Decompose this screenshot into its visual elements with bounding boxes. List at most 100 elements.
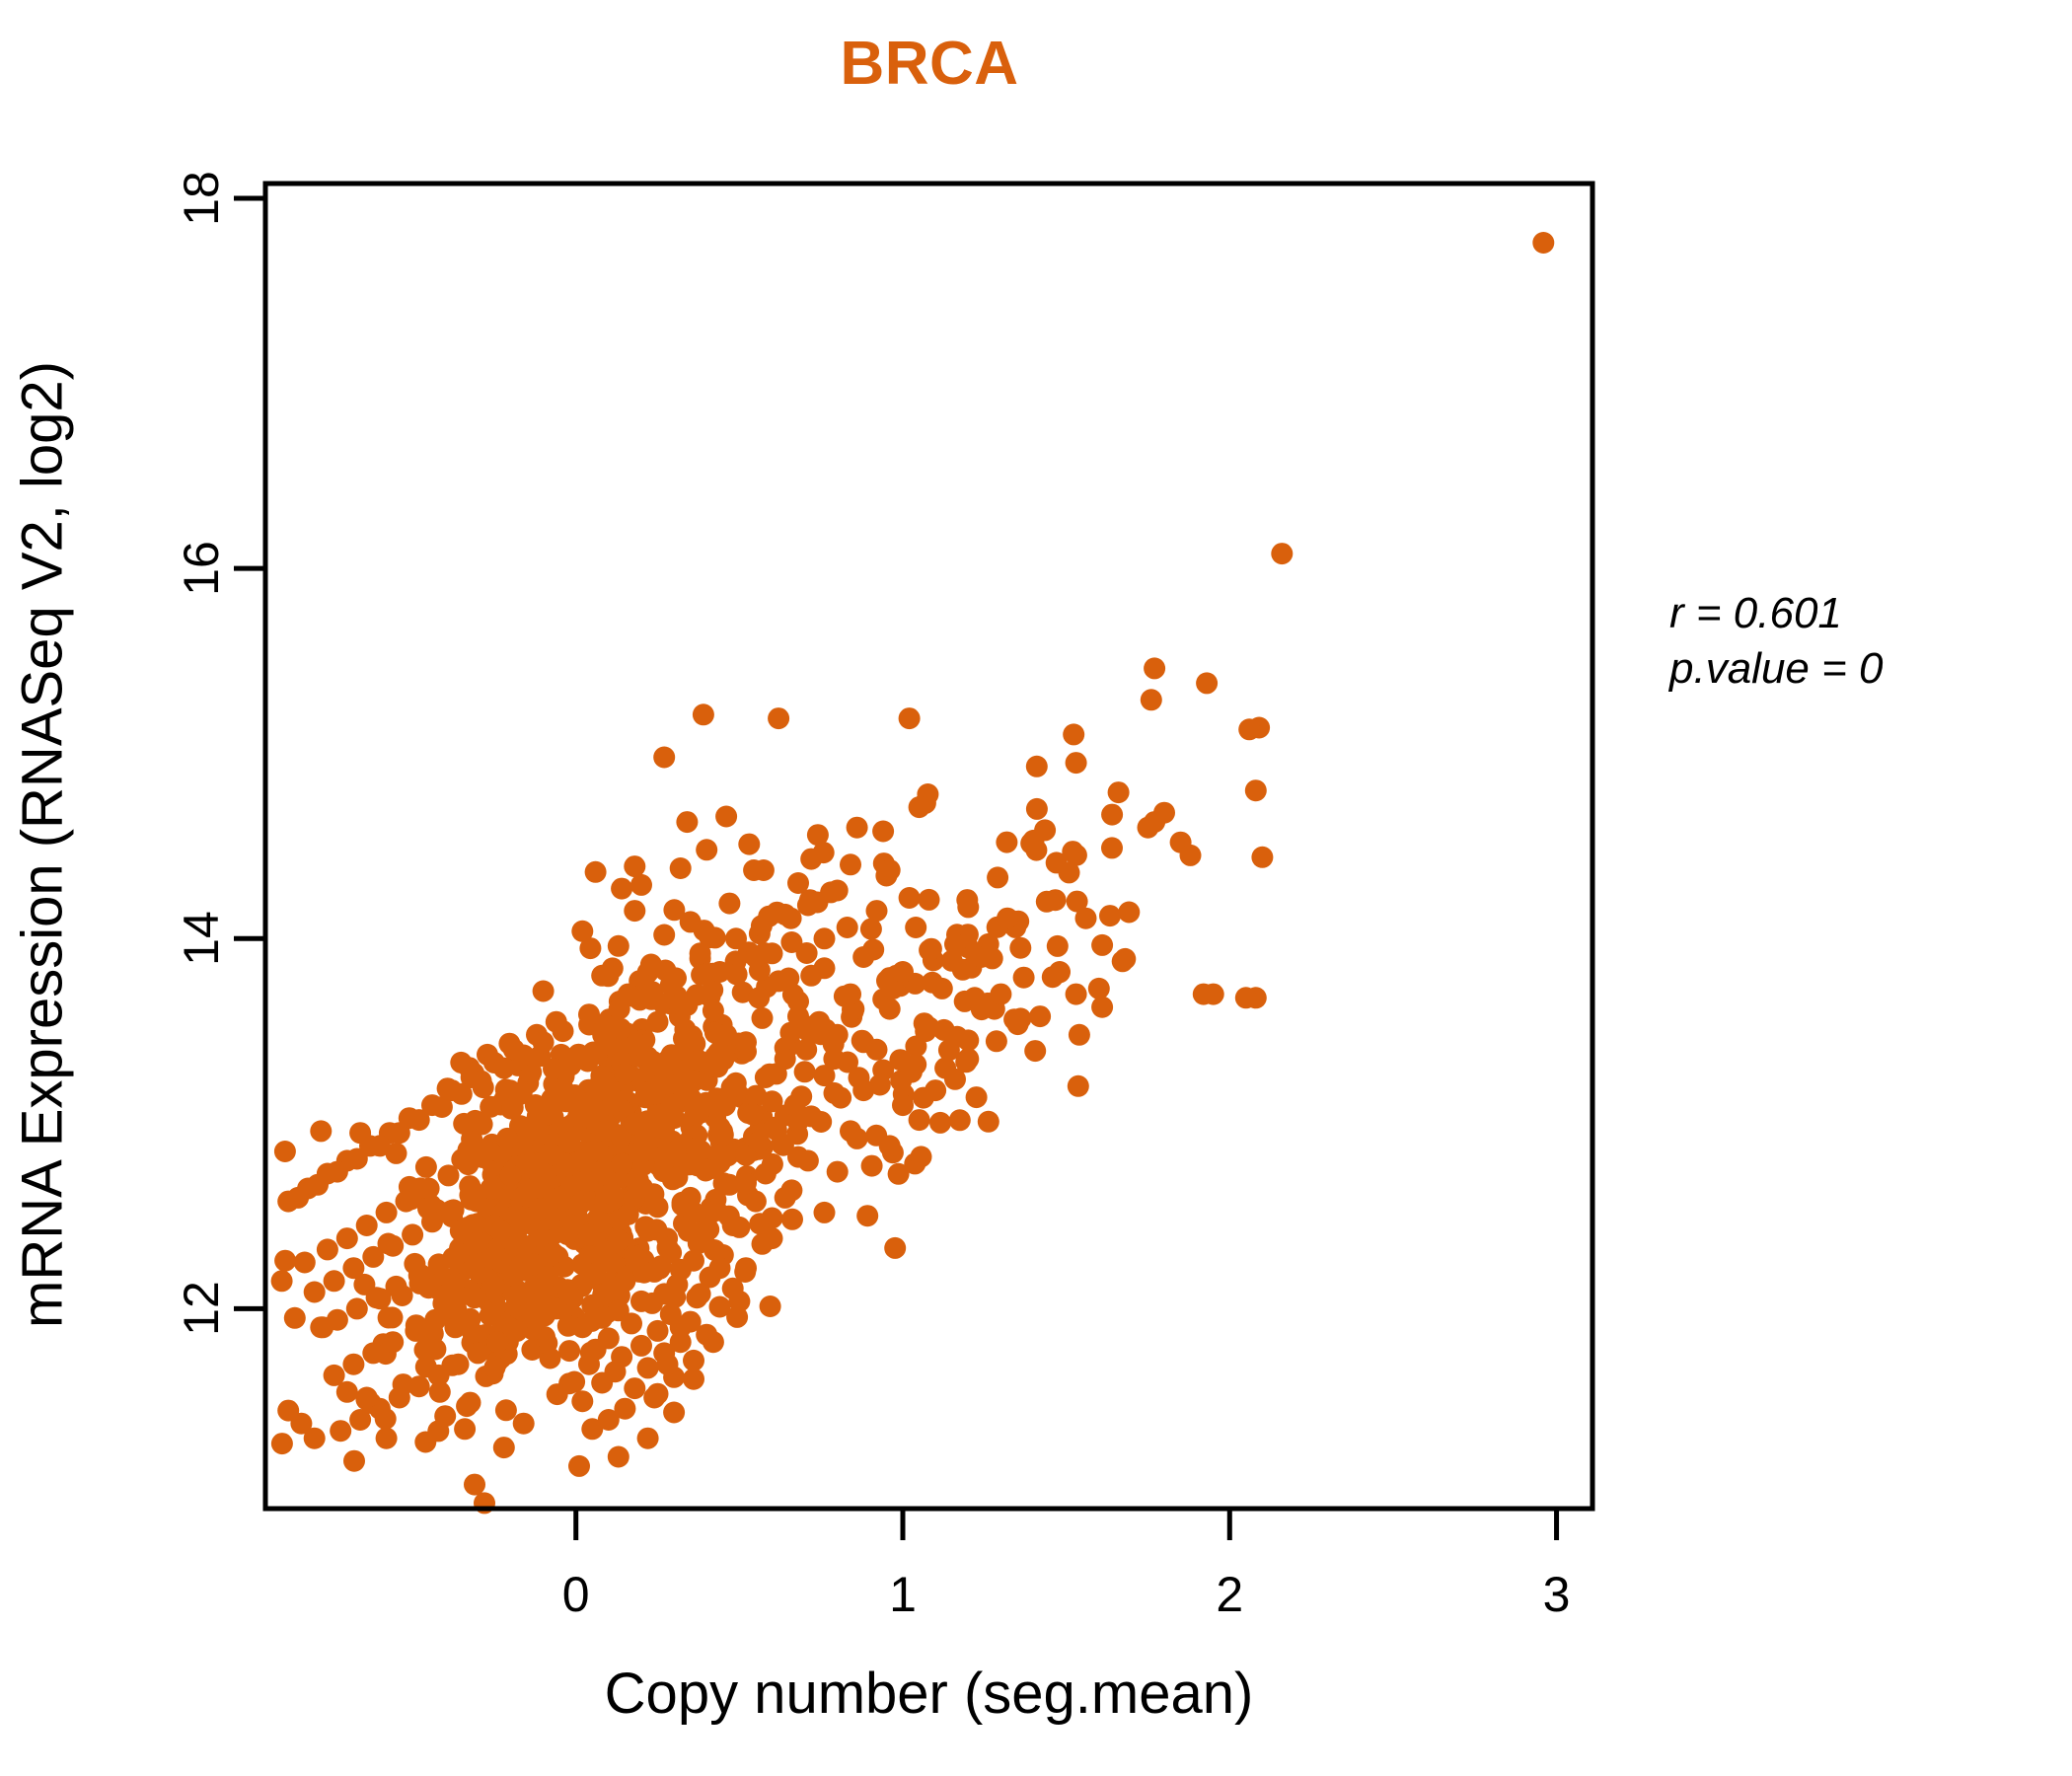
scatter-point [826, 1023, 849, 1046]
scatter-point [522, 1253, 545, 1276]
scatter-point [307, 1173, 329, 1196]
scatter-point [614, 1063, 636, 1085]
scatter-point [274, 1249, 297, 1272]
scatter-point [1137, 816, 1159, 839]
scatter-point [656, 1236, 679, 1259]
scatter-point [457, 1153, 480, 1176]
y-tick-label: 12 [174, 1281, 229, 1337]
scatter-point [480, 1177, 502, 1200]
scatter-point [1024, 1040, 1047, 1063]
scatter-point [537, 1265, 559, 1288]
scatter-point [679, 911, 702, 933]
scatter-point [579, 937, 602, 960]
scatter-point [486, 1331, 509, 1354]
scatter-point [683, 1201, 704, 1223]
scatter-point [840, 983, 861, 1005]
x-axis-title: Copy number (seg.mean) [604, 1662, 1254, 1726]
scatter-point [1062, 841, 1084, 863]
scatter-point [683, 1249, 704, 1272]
scatter-point [708, 1295, 731, 1318]
scatter-point [774, 1048, 796, 1071]
scatter-point [653, 1146, 676, 1168]
pvalue-label: p.value = 0 [1669, 644, 1884, 694]
scatter-point [892, 961, 914, 983]
scatter-point [884, 1236, 907, 1259]
scatter-point [526, 1308, 548, 1331]
scatter-point [846, 816, 868, 839]
scatter-point [355, 1386, 378, 1409]
scatter-point [1045, 851, 1068, 874]
scatter-point [528, 1176, 551, 1199]
scatter-point [686, 1137, 708, 1159]
scatter-point [290, 1412, 313, 1435]
scatter-point [1196, 672, 1219, 695]
scatter-point [887, 1162, 910, 1185]
scatter-point [663, 1401, 686, 1424]
scatter-point [636, 1427, 659, 1449]
scatter-point [997, 907, 1018, 929]
scatter-point [669, 1316, 692, 1339]
scatter-point [444, 1297, 467, 1320]
scatter-point [343, 1449, 365, 1472]
scatter-point [840, 853, 861, 876]
scatter-point [718, 1173, 741, 1196]
scatter-point [611, 1153, 633, 1176]
scatter-point [764, 1116, 786, 1139]
axis-ticks [234, 195, 1560, 1540]
scatter-point [636, 1220, 659, 1242]
scatter-point [646, 1319, 669, 1342]
scatter-point [630, 873, 652, 896]
scatter-point [691, 964, 713, 986]
scatter-point [768, 707, 790, 730]
scatter-point [342, 1257, 365, 1280]
scatter-point [800, 848, 823, 870]
scatter-points-layer [270, 232, 1555, 1515]
scatter-point [735, 1171, 757, 1194]
scatter-point [856, 1205, 879, 1227]
scatter-point [624, 1112, 646, 1135]
scatter-point [761, 1227, 783, 1250]
scatter-point [434, 1405, 457, 1428]
scatter-point [499, 1164, 522, 1187]
scatter-point [813, 1201, 836, 1223]
scatter-point [542, 1242, 564, 1265]
scatter-point [326, 1160, 348, 1183]
scatter-point [310, 1120, 333, 1143]
scatter-point [803, 1014, 826, 1037]
scatter-point [800, 964, 823, 987]
scatter-point [878, 998, 901, 1020]
scatter-point [646, 1196, 669, 1219]
scatter-point [813, 927, 836, 950]
scatter-point [1144, 657, 1166, 680]
scatter-point [545, 1297, 567, 1320]
scatter-point [996, 831, 1018, 853]
scatter-point [940, 949, 963, 972]
scatter-point [721, 1215, 744, 1236]
scatter-point [506, 1319, 529, 1342]
scatter-point [568, 1454, 590, 1477]
scatter-point [330, 1420, 352, 1443]
scatter-point [673, 1027, 695, 1050]
scatter-point [708, 1116, 731, 1139]
scatter-point [479, 1304, 501, 1327]
scatter-point [718, 892, 741, 915]
scatter-point [892, 1094, 914, 1117]
scatter-point [591, 1306, 614, 1329]
scatter-point [826, 879, 849, 902]
scatter-point [771, 1133, 793, 1155]
scatter-point [287, 1186, 310, 1209]
scatter-point [402, 1223, 424, 1246]
scatter-point [532, 980, 555, 1002]
scatter-point [614, 1397, 636, 1420]
scatter-point [1022, 829, 1045, 851]
scatter-point [703, 926, 726, 949]
scatter-point [639, 953, 662, 976]
scatter-point [708, 1257, 731, 1280]
scatter-point [754, 1162, 777, 1185]
scatter-point [795, 1038, 818, 1061]
scatter-point [744, 946, 767, 968]
scatter-point [796, 894, 819, 917]
scatter-point [581, 1418, 604, 1441]
scatter-point [1118, 901, 1141, 924]
